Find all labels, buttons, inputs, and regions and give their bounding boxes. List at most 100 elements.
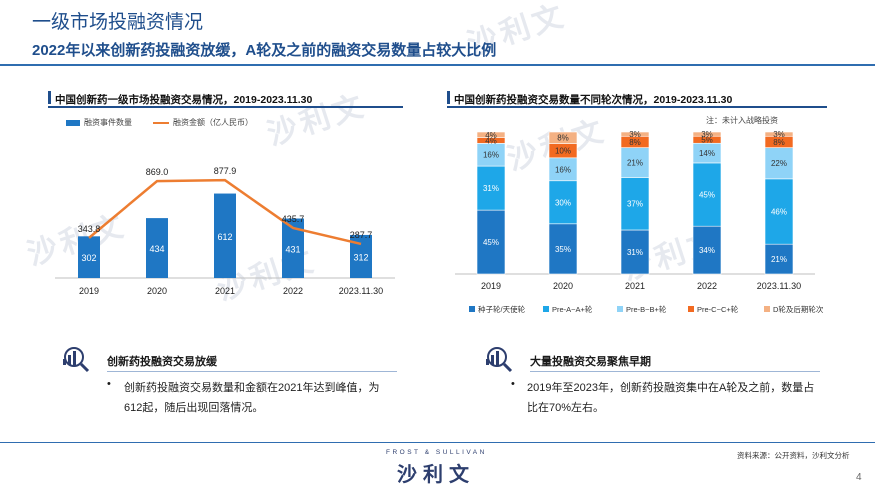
segment-label: 45%	[699, 191, 715, 200]
x-tick-label: 2023.11.30	[757, 281, 801, 291]
legend-label: D轮及后期轮次	[773, 304, 824, 314]
segment-label: 5%	[701, 136, 713, 145]
segment-label: 4%	[485, 137, 497, 146]
left-legend: 融资事件数量 融资金额（亿人民币）	[66, 117, 296, 129]
segment-label: 35%	[555, 245, 571, 254]
brand-wordmark-small: FROST & SULLIVAN	[386, 449, 487, 456]
x-tick-label: 2022	[697, 281, 717, 291]
x-tick-label: 2019	[481, 281, 501, 291]
line-value-label: 435.7	[282, 214, 305, 224]
insight-box: 大量投融资交易聚焦早期 • 2019年至2023年，创新药投融资集中在A轮及之前…	[483, 345, 823, 425]
segment-label: 37%	[627, 200, 643, 209]
brand-logo: 沙利文	[397, 464, 475, 486]
segment-label: 3%	[701, 130, 713, 139]
segment-label: 34%	[699, 246, 715, 255]
stacked-segment	[620, 131, 650, 137]
stacked-segment	[692, 162, 722, 227]
segment-label: 3%	[629, 130, 641, 139]
bar	[214, 193, 236, 278]
left-chart-title-underline	[48, 106, 403, 108]
page-title: 一级市场投融资情况	[32, 12, 204, 33]
legend-label: 种子轮/天使轮	[478, 304, 526, 314]
page-subtitle: 2022年以来创新药投融资放缓，A轮及之前的融资交易数量占较大比例	[32, 42, 497, 59]
legend-swatch-bar	[66, 120, 80, 126]
bar-value-label: 431	[285, 244, 300, 254]
stacked-segment	[476, 165, 506, 211]
segment-label: 8%	[629, 138, 641, 147]
page-number: 4	[856, 472, 862, 483]
amount-line	[88, 178, 362, 246]
stacked-segment	[476, 209, 506, 275]
bar	[146, 218, 168, 278]
footer-divider	[0, 442, 875, 443]
insight-divider	[107, 371, 397, 372]
left-combo-chart: 302 2019 434 2020 612 2021 431 2022 312 2023.11.3…	[55, 166, 395, 296]
segment-label: 14%	[699, 149, 715, 158]
insight-bullet: 创新药投融资交易数量和金额在2021年达到峰值，为612起，随后出现回落情况。	[124, 382, 380, 414]
line-value-label: 343.8	[78, 224, 101, 234]
x-tick-label: 2020	[147, 286, 167, 296]
segment-label: 31%	[627, 248, 643, 257]
right-chart-title: 中国创新药投融资交易数量不同轮次情况，2019-2023.11.30	[454, 94, 733, 106]
x-tick-label: 2022	[283, 286, 303, 296]
segment-label: 21%	[627, 159, 643, 168]
segment-label: 3%	[773, 130, 785, 139]
insight-heading: 大量投融资交易聚焦早期	[530, 356, 651, 368]
bar	[282, 218, 304, 278]
segment-label: 22%	[771, 159, 787, 168]
segment-label: 46%	[771, 208, 787, 217]
right-chart-title-underline	[447, 106, 827, 108]
x-tick-label: 2020	[553, 281, 573, 291]
legend-label: Pre-C~C+轮	[697, 304, 739, 314]
stacked-segment	[764, 147, 794, 180]
bullet-dot: •	[511, 378, 515, 390]
legend-swatch	[543, 306, 549, 312]
bar-value-label: 612	[217, 232, 232, 242]
analytics-magnifier-icon	[486, 347, 513, 373]
line-value-label: 869.0	[146, 167, 169, 177]
legend-swatch	[688, 306, 694, 312]
segment-label: 31%	[483, 184, 499, 193]
stacked-segment	[476, 131, 506, 138]
bar-value-label: 434	[149, 244, 164, 254]
bar-value-label: 312	[353, 252, 368, 262]
legend-label: 融资金额（亿人民币）	[173, 118, 253, 127]
insight-divider	[530, 371, 820, 372]
stacked-segment	[764, 131, 794, 137]
chart-note: 注：未计入战略投资	[706, 116, 778, 125]
segment-label: 45%	[483, 238, 499, 247]
stacked-segment	[692, 225, 722, 275]
line-value-label: 877.9	[214, 166, 237, 176]
panel-marker	[447, 91, 450, 104]
legend-label: 融资事件数量	[84, 118, 132, 127]
segment-label: 8%	[557, 134, 569, 143]
legend-label: Pre-A~A+轮	[552, 304, 593, 314]
segment-label: 16%	[483, 151, 499, 160]
header-divider	[0, 64, 875, 66]
analytics-magnifier-icon	[63, 347, 90, 373]
segment-label: 21%	[771, 255, 787, 264]
stacked-segment	[548, 223, 578, 275]
stacked-segment	[548, 180, 578, 225]
legend-label: Pre-B~B+轮	[626, 304, 667, 314]
stacked-segment	[620, 229, 650, 275]
stacked-segment	[692, 131, 722, 137]
stacked-segment	[620, 177, 650, 231]
bar	[350, 234, 372, 278]
insight-heading: 创新药投融资交易放缓	[107, 356, 217, 368]
bullet-dot: •	[107, 378, 111, 390]
segment-label: 16%	[555, 165, 571, 174]
legend-swatch-line	[153, 122, 169, 124]
segment-label: 30%	[555, 198, 571, 207]
panel-marker	[48, 91, 51, 104]
line-value-label: 287.7	[350, 230, 373, 240]
segment-label: 8%	[773, 138, 785, 147]
left-chart-title: 中国创新药一级市场投融资交易情况，2019-2023.11.30	[55, 94, 313, 106]
x-tick-label: 2019	[79, 286, 99, 296]
insight-box: 创新药投融资交易放缓 • 创新药投融资交易数量和金额在2021年达到峰值，为61…	[60, 345, 400, 425]
segment-label: 4%	[485, 131, 497, 140]
bar-value-label: 302	[81, 253, 96, 263]
insight-bullet: 2019年至2023年，创新药投融资集中在A轮及之前，数量占比在70%左右。	[527, 382, 815, 414]
stacked-segment	[548, 131, 578, 144]
stacked-segment	[620, 147, 650, 178]
